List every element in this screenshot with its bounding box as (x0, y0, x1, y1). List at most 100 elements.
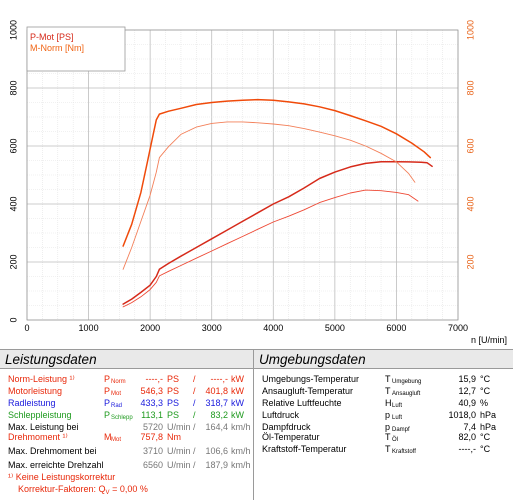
row-value-2: 187,9 (205, 460, 228, 470)
correction-factor-sub: V (105, 490, 110, 496)
row-unit-1: U/min (167, 446, 191, 456)
x-axis-label: n [U/min] (471, 335, 507, 345)
row-unit-1: U/min (167, 422, 191, 432)
row-symbol-subscript: Norm (111, 379, 126, 385)
row-symbol: T (385, 444, 391, 454)
leistung-row: Schleppleistung P Schlepp 113,1 PS / 83,2 kW (0, 409, 253, 421)
row-label: Radleistung (8, 398, 56, 408)
row-symbol: P (104, 386, 111, 396)
umgebungsdaten-header: Umgebungsdaten (254, 349, 513, 369)
row-value: 82,0 (458, 432, 476, 442)
row-separator: / (193, 398, 196, 408)
row-symbol: T (385, 432, 391, 442)
y-left-tick-label: 400 (8, 196, 18, 211)
y-left-tick-label: 200 (8, 254, 18, 269)
row-unit-2: km/h (231, 460, 251, 470)
row-symbol-subscript: Kraftstoff (392, 449, 416, 455)
y-right-tick-label: 800 (465, 80, 475, 95)
row-unit-2: kW (231, 374, 244, 384)
row-value-2: 106,6 (205, 446, 228, 456)
y-left-tick-label: 800 (8, 80, 18, 95)
leistung-row: Motorleistung P Mot 546,3 PS / 401,8 kW (0, 385, 253, 397)
y-right-tick-label: 200 (465, 254, 475, 269)
row-symbol-subscript: Mot (111, 437, 122, 443)
x-tick-label: 0 (24, 323, 29, 333)
row-unit-1: PS (167, 398, 180, 408)
row-label: Motorleistung (8, 386, 63, 396)
row-separator: / (193, 374, 196, 384)
row-value-2: 318,7 (205, 398, 228, 408)
y-right-tick-label: 400 (465, 196, 475, 211)
umgebung-row: Dampfdruck p 7,4 hPa Dampf (254, 421, 513, 433)
row-symbol-subscript: Schlepp (111, 415, 133, 421)
footnote-line-2: Korrektur-Faktoren: QV = 0,00 % (18, 483, 148, 496)
umgebung-row: Öl-Temperatur T 82,0 °C Öl (254, 431, 513, 443)
row-unit-1: PS (167, 386, 180, 396)
legend-box (26, 26, 126, 72)
row-value: 7,4 (463, 422, 476, 432)
row-value-1: 546,3 (140, 386, 163, 396)
row-label: Luftdruck (262, 410, 300, 420)
row-label: Kraftstoff-Temperatur (262, 444, 347, 454)
row-symbol: T (385, 374, 391, 384)
umgebung-row: Umgebungs-Temperatur T 15,9 °C Umgebung (254, 373, 513, 385)
umgebung-row: Kraftstoff-Temperatur T ----,- °C Kraftstoff (254, 443, 513, 455)
row-symbol: p (385, 410, 391, 420)
correction-factor-label: Korrektur-Faktoren: Q (18, 484, 106, 494)
row-unit: hPa (480, 422, 497, 432)
row-value-2: 164,4 (205, 422, 228, 432)
row-symbol-subscript: Umgebung (392, 379, 422, 385)
row-label: Dampfdruck (262, 422, 311, 432)
footnote-line-1: ¹⁾ Keine Leistungskorrektur (8, 471, 115, 483)
row-unit: % (480, 398, 489, 408)
row-value: 12,7 (458, 386, 476, 396)
x-tick-label: 5000 (325, 323, 345, 333)
row-label: Norm-Leistung ¹⁾ (8, 374, 75, 384)
y-left-tick-label: 600 (8, 138, 18, 153)
row-value-1: 433,3 (140, 398, 163, 408)
row-value-2: ----,- (210, 374, 229, 384)
row-label: Max. Leistung bei (8, 422, 79, 432)
row-symbol-subscript: Rad (111, 403, 123, 409)
row-symbol: P (104, 374, 111, 384)
series-line-p-norm (122, 189, 419, 308)
row-label: Ansaugluft-Temperatur (262, 386, 354, 396)
x-tick-label: 3000 (202, 323, 222, 333)
row-value-1: 113,1 (141, 410, 163, 420)
row-unit-1: Nm (167, 432, 181, 442)
row-unit-2: kW (231, 410, 244, 420)
correction-factor-value: = 0,00 % (112, 484, 148, 494)
leistung-row: Max. erreichte Drehzahl 6560 U/min/ 187,9 km… (0, 459, 253, 471)
row-symbol: P (104, 410, 111, 420)
row-value: 15,9 (458, 374, 476, 384)
leistung-row: Max. Leistung bei 5720 U/min/ 164,4 km/h (0, 421, 253, 433)
row-label: Max. Drehmoment bei (8, 446, 97, 456)
chart-axes (26, 29, 459, 321)
row-unit: °C (480, 432, 491, 442)
chart-tick-labels: 0 1000 2000 3000 4000 5000 6000 7000 0 200 400 600 8… (8, 20, 475, 333)
row-value-1: 6560 (142, 460, 163, 470)
row-unit-2: km/h (231, 422, 251, 432)
row-unit: °C (480, 386, 491, 396)
row-value-2: 83,2 (210, 410, 228, 420)
x-tick-label: 2000 (140, 323, 160, 333)
row-unit-2: kW (231, 398, 244, 408)
footnote-text: ¹⁾ Keine Leistungskorrektur (8, 472, 116, 482)
row-value-1: ----,- (145, 374, 164, 384)
row-symbol: H (385, 398, 392, 408)
row-unit-1: U/min (167, 460, 191, 470)
row-symbol-subscript: Luft (392, 403, 403, 409)
leistungsdaten-header: Leistungsdaten (0, 349, 253, 369)
row-unit-2: kW (231, 386, 244, 396)
legend-entry-p-mot: P-Mot [PS] (30, 32, 74, 42)
row-unit-2: km/h (231, 446, 251, 456)
x-tick-label: 7000 (448, 323, 468, 333)
row-label: Öl-Temperatur (262, 432, 320, 442)
y-left-tick-label: 1000 (8, 20, 18, 40)
row-label: Umgebungs-Temperatur (262, 374, 360, 384)
row-symbol: T (385, 386, 391, 396)
chart-legend: P-Mot [PS] M-Norm [Nm] (26, 26, 126, 72)
x-tick-label: 4000 (263, 323, 283, 333)
row-value-1: 757,8 (140, 432, 163, 442)
series-line-m-norm-nm (122, 121, 416, 270)
